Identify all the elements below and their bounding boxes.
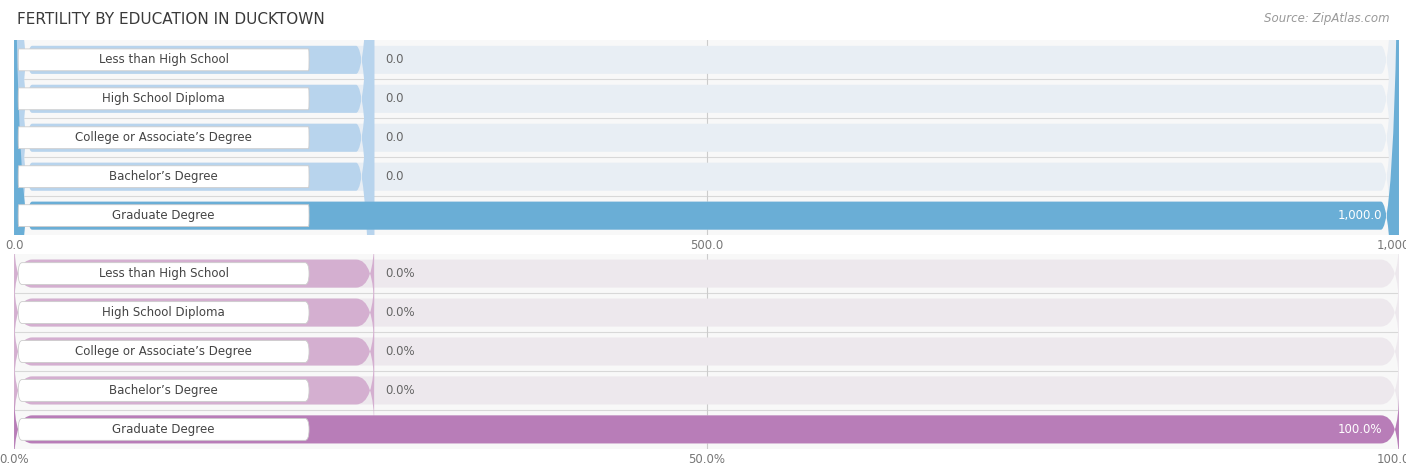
Text: 0.0%: 0.0% bbox=[385, 345, 415, 358]
Text: Bachelor’s Degree: Bachelor’s Degree bbox=[110, 384, 218, 397]
FancyBboxPatch shape bbox=[14, 0, 1399, 475]
FancyBboxPatch shape bbox=[18, 341, 309, 362]
Text: 0.0: 0.0 bbox=[385, 170, 404, 183]
FancyBboxPatch shape bbox=[18, 302, 309, 323]
FancyBboxPatch shape bbox=[14, 393, 1399, 466]
FancyBboxPatch shape bbox=[14, 0, 1399, 475]
FancyBboxPatch shape bbox=[14, 276, 374, 349]
Text: FERTILITY BY EDUCATION IN DUCKTOWN: FERTILITY BY EDUCATION IN DUCKTOWN bbox=[17, 12, 325, 27]
Text: 100.0%: 100.0% bbox=[1339, 423, 1382, 436]
Text: 0.0%: 0.0% bbox=[385, 267, 415, 280]
Text: 1,000.0: 1,000.0 bbox=[1339, 209, 1382, 222]
Text: Bachelor’s Degree: Bachelor’s Degree bbox=[110, 170, 218, 183]
FancyBboxPatch shape bbox=[14, 0, 374, 475]
FancyBboxPatch shape bbox=[14, 0, 1399, 475]
FancyBboxPatch shape bbox=[14, 0, 1399, 475]
FancyBboxPatch shape bbox=[14, 0, 1399, 475]
FancyBboxPatch shape bbox=[14, 0, 374, 475]
Text: 0.0%: 0.0% bbox=[385, 306, 415, 319]
Text: College or Associate’s Degree: College or Associate’s Degree bbox=[75, 345, 252, 358]
FancyBboxPatch shape bbox=[14, 354, 1399, 427]
FancyBboxPatch shape bbox=[14, 393, 1399, 466]
FancyBboxPatch shape bbox=[14, 354, 374, 427]
FancyBboxPatch shape bbox=[18, 127, 309, 149]
Text: Graduate Degree: Graduate Degree bbox=[112, 423, 215, 436]
Text: Less than High School: Less than High School bbox=[98, 53, 229, 67]
FancyBboxPatch shape bbox=[14, 315, 374, 388]
FancyBboxPatch shape bbox=[18, 263, 309, 285]
Text: 0.0: 0.0 bbox=[385, 92, 404, 105]
Text: 0.0: 0.0 bbox=[385, 131, 404, 144]
FancyBboxPatch shape bbox=[18, 205, 309, 227]
FancyBboxPatch shape bbox=[14, 0, 374, 475]
FancyBboxPatch shape bbox=[18, 380, 309, 401]
FancyBboxPatch shape bbox=[14, 315, 1399, 388]
Text: Source: ZipAtlas.com: Source: ZipAtlas.com bbox=[1264, 12, 1389, 25]
FancyBboxPatch shape bbox=[18, 166, 309, 188]
FancyBboxPatch shape bbox=[18, 49, 309, 71]
FancyBboxPatch shape bbox=[14, 276, 1399, 349]
Text: Less than High School: Less than High School bbox=[98, 267, 229, 280]
FancyBboxPatch shape bbox=[18, 418, 309, 440]
FancyBboxPatch shape bbox=[14, 0, 374, 475]
Text: College or Associate’s Degree: College or Associate’s Degree bbox=[75, 131, 252, 144]
Text: High School Diploma: High School Diploma bbox=[103, 306, 225, 319]
FancyBboxPatch shape bbox=[14, 237, 1399, 310]
FancyBboxPatch shape bbox=[18, 88, 309, 110]
FancyBboxPatch shape bbox=[14, 0, 1399, 475]
Text: Graduate Degree: Graduate Degree bbox=[112, 209, 215, 222]
Text: 0.0: 0.0 bbox=[385, 53, 404, 67]
Text: High School Diploma: High School Diploma bbox=[103, 92, 225, 105]
Text: 0.0%: 0.0% bbox=[385, 384, 415, 397]
FancyBboxPatch shape bbox=[14, 237, 374, 310]
